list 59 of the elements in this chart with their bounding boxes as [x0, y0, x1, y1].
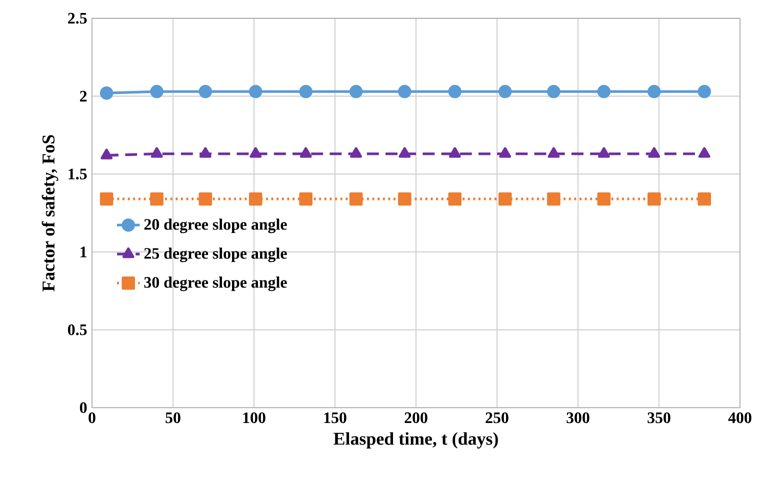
point	[547, 84, 560, 98]
y-tick-label: 0.5	[68, 324, 87, 336]
legend-label: 30 degree slope angle	[144, 276, 287, 292]
point	[598, 147, 610, 158]
point	[498, 192, 512, 206]
point	[198, 84, 212, 98]
point	[248, 192, 262, 206]
point	[300, 147, 312, 158]
point	[100, 148, 113, 160]
y-tick-label: 1	[80, 246, 86, 258]
legend-label: 25 degree slope angle	[144, 248, 287, 262]
point	[648, 192, 661, 206]
y-tick-label: 2.5	[68, 12, 87, 24]
point	[250, 147, 262, 158]
point	[648, 147, 660, 158]
point	[648, 84, 661, 98]
point	[100, 86, 114, 100]
point	[448, 84, 462, 98]
point	[499, 147, 512, 158]
point	[150, 147, 163, 158]
point	[198, 192, 212, 206]
point	[349, 84, 363, 98]
point	[597, 192, 611, 206]
x-tick-label: 50	[166, 412, 180, 424]
x-tick-label: 0	[88, 412, 96, 424]
legend-label: 20 degree slope angle	[144, 218, 287, 234]
point	[548, 147, 560, 158]
y-tick-label: 0	[80, 402, 87, 414]
point	[349, 192, 363, 206]
point	[248, 84, 262, 98]
point	[350, 147, 362, 158]
point	[698, 192, 712, 206]
point	[448, 192, 462, 206]
x-tick-label: 300	[566, 412, 590, 424]
point	[100, 192, 114, 206]
x-tick-label: 400	[728, 412, 752, 424]
y-tick-label: 2	[80, 90, 87, 102]
x-tick-label: 100	[243, 412, 266, 424]
point	[150, 84, 164, 98]
point	[597, 84, 611, 98]
point	[698, 84, 712, 98]
y-tick-label: 1.5	[68, 168, 87, 180]
point	[448, 147, 461, 158]
x-tick-label: 150	[324, 412, 346, 424]
point	[498, 84, 512, 98]
point	[199, 147, 212, 158]
point	[398, 147, 411, 158]
x-axis-title: Elasped time, t (days)	[334, 432, 498, 449]
point	[299, 84, 312, 98]
point	[299, 192, 312, 206]
point	[150, 192, 164, 206]
x-tick-label: 350	[648, 412, 670, 424]
y-axis-title: Factor of safety, FoS	[42, 135, 58, 292]
point	[547, 192, 560, 206]
x-tick-label: 250	[486, 412, 508, 424]
point	[398, 84, 412, 98]
x-tick-label: 200	[404, 412, 428, 424]
point	[698, 147, 710, 158]
point	[398, 192, 412, 206]
